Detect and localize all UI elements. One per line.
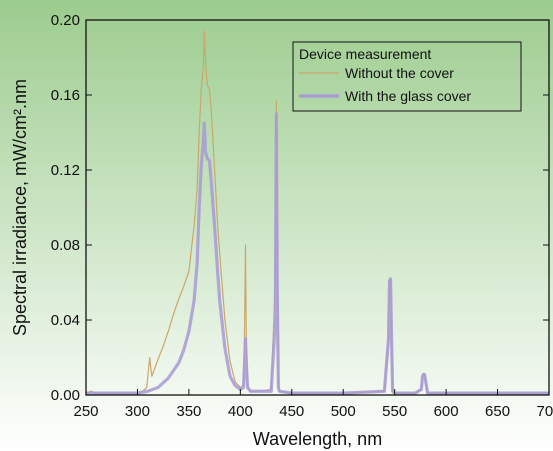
y-tick-label: 0.04 bbox=[51, 312, 80, 329]
x-tick-label: 350 bbox=[176, 403, 201, 420]
x-axis-title: Wavelength, nm bbox=[253, 429, 382, 449]
x-tick-label: 650 bbox=[485, 403, 510, 420]
legend-box bbox=[292, 41, 522, 112]
plot-frame bbox=[85, 19, 550, 396]
x-tick-label: 250 bbox=[73, 403, 98, 420]
y-tick-label: 0.20 bbox=[51, 12, 80, 29]
x-tick-label: 550 bbox=[382, 403, 407, 420]
y-tick-label: 0.00 bbox=[51, 387, 80, 404]
x-axis: 250 300 350 400 450 500 550 600 650 700 bbox=[73, 389, 553, 420]
x-tick-label: 500 bbox=[331, 403, 356, 420]
y-axis: 0.00 0.04 0.08 0.12 0.16 0.20 bbox=[51, 12, 549, 404]
x-tick-label: 600 bbox=[434, 403, 459, 420]
y-tick-label: 0.08 bbox=[51, 237, 80, 254]
x-tick-label: 400 bbox=[228, 403, 253, 420]
legend-label-1: Without the cover bbox=[345, 65, 454, 81]
legend-label-2: With the glass cover bbox=[345, 88, 471, 104]
legend-title: Device measurement bbox=[299, 46, 431, 62]
series-layer bbox=[85, 30, 549, 395]
y-tick-label: 0.16 bbox=[51, 87, 80, 104]
series-line-2 bbox=[86, 112, 549, 395]
y-axis-title: Spectral irradiance, mW/cm².nm bbox=[10, 79, 30, 336]
x-tick-label: 450 bbox=[279, 403, 304, 420]
legend: Device measurement Without the coverWith… bbox=[292, 41, 522, 112]
x-tick-label: 700 bbox=[536, 403, 553, 420]
legend-entries: Without the cover With the glass cover bbox=[299, 65, 471, 104]
x-tick-label: 300 bbox=[125, 403, 150, 420]
y-tick-label: 0.12 bbox=[51, 162, 80, 179]
